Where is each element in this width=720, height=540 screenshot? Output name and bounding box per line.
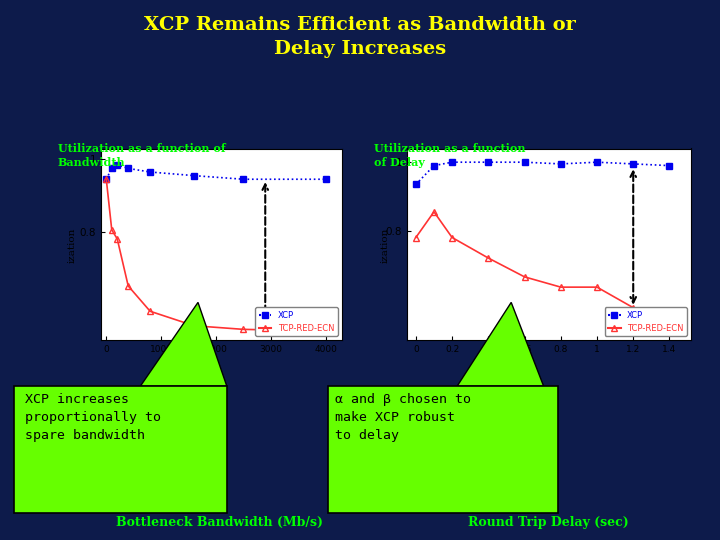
Legend: XCP, TCP-RED-ECN: XCP, TCP-RED-ECN: [256, 307, 338, 336]
Text: Utilization as a function
of Delay: Utilization as a function of Delay: [374, 143, 526, 168]
Text: α and β chosen to
make XCP robust
to delay: α and β chosen to make XCP robust to del…: [335, 393, 471, 442]
Text: ization: ization: [381, 228, 390, 264]
Text: Round Trip Delay (sec): Round Trip Delay (sec): [468, 516, 629, 529]
Legend: XCP, TCP-RED-ECN: XCP, TCP-RED-ECN: [605, 307, 687, 336]
Text: XCP increases
proportionally to
spare bandwidth: XCP increases proportionally to spare ba…: [25, 393, 161, 442]
Text: XCP Remains Efficient as Bandwidth or
Delay Increases: XCP Remains Efficient as Bandwidth or De…: [144, 16, 576, 58]
Text: ization: ization: [68, 228, 76, 264]
Text: Utilization as a function of
Bandwidth: Utilization as a function of Bandwidth: [58, 143, 225, 168]
Text: Bottleneck Bandwidth (Mb/s): Bottleneck Bandwidth (Mb/s): [116, 516, 323, 529]
